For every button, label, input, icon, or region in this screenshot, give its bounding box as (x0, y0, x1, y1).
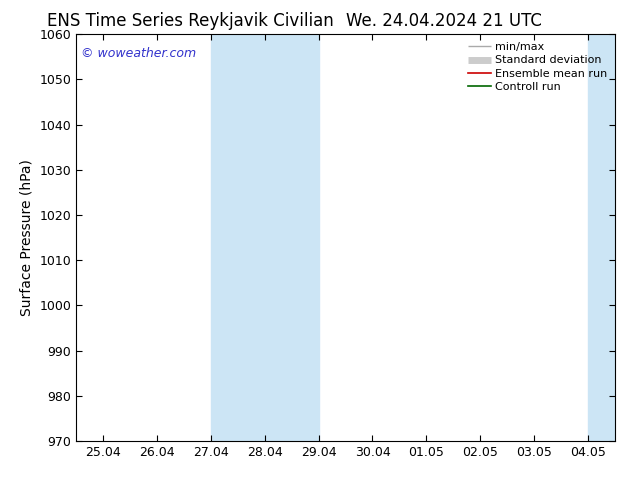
Bar (210, 34, 319, 441)
Text: © woweather.com: © woweather.com (81, 47, 197, 59)
Title: ENS Time Series Reykjavik Civilian      We. 24.04.2024 21 UTC: ENS Time Series Reykjavik Civilian We. 2… (0, 489, 1, 490)
Legend: min/max, Standard deviation, Ensemble mean run, Controll run: min/max, Standard deviation, Ensemble me… (466, 40, 609, 94)
Bar (588, 34, 634, 441)
Text: ENS Time Series Reykjavik Civilian: ENS Time Series Reykjavik Civilian (47, 12, 333, 30)
Text: We. 24.04.2024 21 UTC: We. 24.04.2024 21 UTC (346, 12, 541, 30)
Y-axis label: Surface Pressure (hPa): Surface Pressure (hPa) (20, 159, 34, 316)
